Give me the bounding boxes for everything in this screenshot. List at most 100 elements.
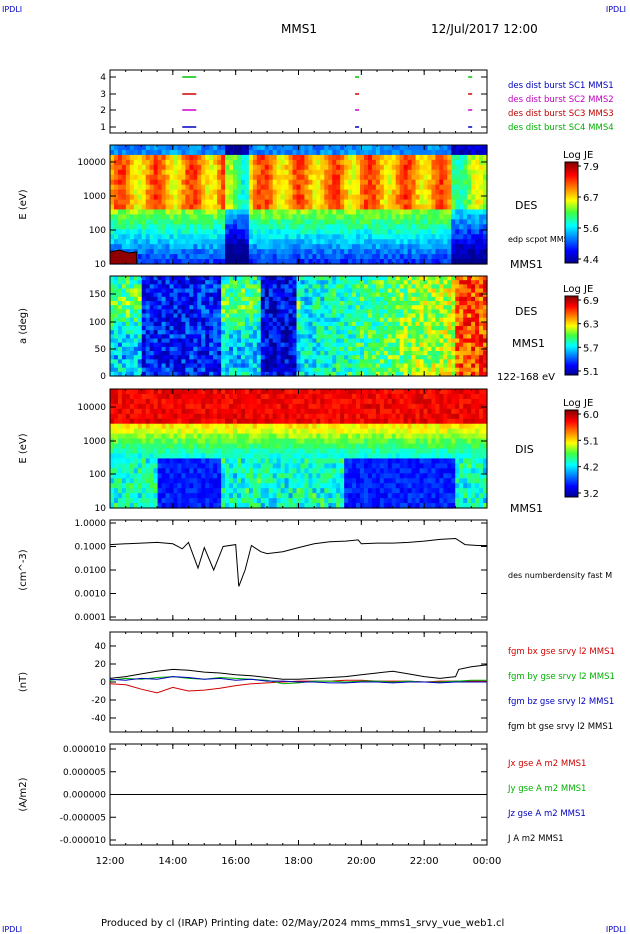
dis-e-cell [121,433,127,440]
des-e-cell [236,184,242,191]
des-e-cell [125,159,131,166]
des-pa-cell [284,367,290,373]
des-pa-cell [371,280,377,285]
des-e-cell [121,169,127,176]
dis-e-cell [129,483,135,489]
des-pa-cell [352,359,357,365]
des-pa-cell [455,326,460,331]
des-pa-cell [193,355,198,360]
des-e-cell [165,219,171,225]
des-pa-cell [157,342,163,348]
des-pa-cell [308,363,313,369]
des-pa-cell [272,284,278,290]
dis-e-cell [129,463,135,469]
des-e-cell [467,169,472,176]
des-pa-cell [340,296,345,302]
des-pa-cell [137,330,143,335]
des-pa-cell [177,288,183,294]
des-e-cell [312,164,317,171]
des-pa-cell [360,351,365,356]
des-e-cell [256,184,262,191]
des-e-cell [395,184,401,191]
des-e-cell [125,229,131,235]
des-e-cell [363,149,369,156]
dis-e-cell [129,503,135,509]
des-e-cell [447,174,452,181]
des-pa-cell [193,351,198,356]
des-e-cell [459,234,464,240]
des-pa-cell [205,326,210,331]
des-pa-cell [360,342,365,348]
des-pa-cell [455,288,460,294]
des-pa-cell [352,355,357,360]
des-pa-cell [141,363,147,369]
des-pa-cell [387,355,393,360]
des-pa-cell [407,276,413,281]
des-e-cell [423,199,429,206]
des-pa-cell [205,359,210,365]
des-pa-cell [229,371,234,377]
des-e-cell [113,145,119,151]
des-e-cell [320,214,325,220]
des-e-cell [471,239,476,245]
des-pa-cell [189,342,194,348]
dis-e-cell [113,433,119,440]
des-e-cell [439,244,444,250]
des-pa-cell [419,334,425,340]
des-pa-cell [399,346,405,352]
des-pa-cell [463,296,468,302]
des-e-cell [387,189,393,196]
des-e-cell [217,184,222,191]
des-e-cell [149,254,155,260]
des-e-cell [229,179,234,186]
des-e-cell [300,159,306,166]
des-e-cell [205,159,210,166]
des-pa-cell [288,351,294,356]
des-e-cell [399,219,405,225]
des-pa-cell [110,371,115,377]
des-pa-cell [161,296,167,302]
des-e-cell [149,214,155,220]
des-pa-cell [340,326,345,331]
des-e-cell [415,189,421,196]
des-pa-cell [304,305,310,310]
des-e-cell [348,204,353,211]
des-e-cell [233,174,238,181]
dis-e-cell [121,418,127,425]
des-pa-cell [229,342,234,348]
des-pa-cell [236,284,242,290]
des-pa-cell [201,313,206,319]
des-pa-cell [383,359,389,365]
des-e-cell [189,184,194,191]
des-e-cell [185,169,190,176]
des-pa-cell [236,305,242,310]
des-pa-cell [292,313,298,319]
des-e-cell [316,199,321,206]
des-pa-cell [240,301,246,306]
des-pa-cell [360,288,365,294]
des-pa-cell [173,367,179,373]
des-e-cell [419,149,425,156]
des-pa-cell [268,334,274,340]
des-pa-cell [411,330,417,335]
des-e-cell [467,164,472,171]
des-e-cell [141,204,147,211]
des-e-cell [117,204,123,211]
des-pa-cell [435,305,440,310]
des-e-cell [348,224,353,230]
des-e-cell [125,164,131,171]
des-e-cell [300,149,306,156]
des-e-cell [328,244,333,250]
des-pa-cell [240,346,246,352]
des-e-cell [467,249,472,255]
des-pa-cell [435,330,440,335]
des-pa-cell [217,351,222,356]
des-pa-cell [292,276,298,281]
des-e-cell [137,194,143,201]
des-pa-cell [328,367,333,373]
des-e-cell [443,164,448,171]
des-e-cell [193,229,198,235]
des-pa-cell [236,367,242,373]
des-pa-cell [463,359,468,365]
des-e-cell [352,184,357,191]
